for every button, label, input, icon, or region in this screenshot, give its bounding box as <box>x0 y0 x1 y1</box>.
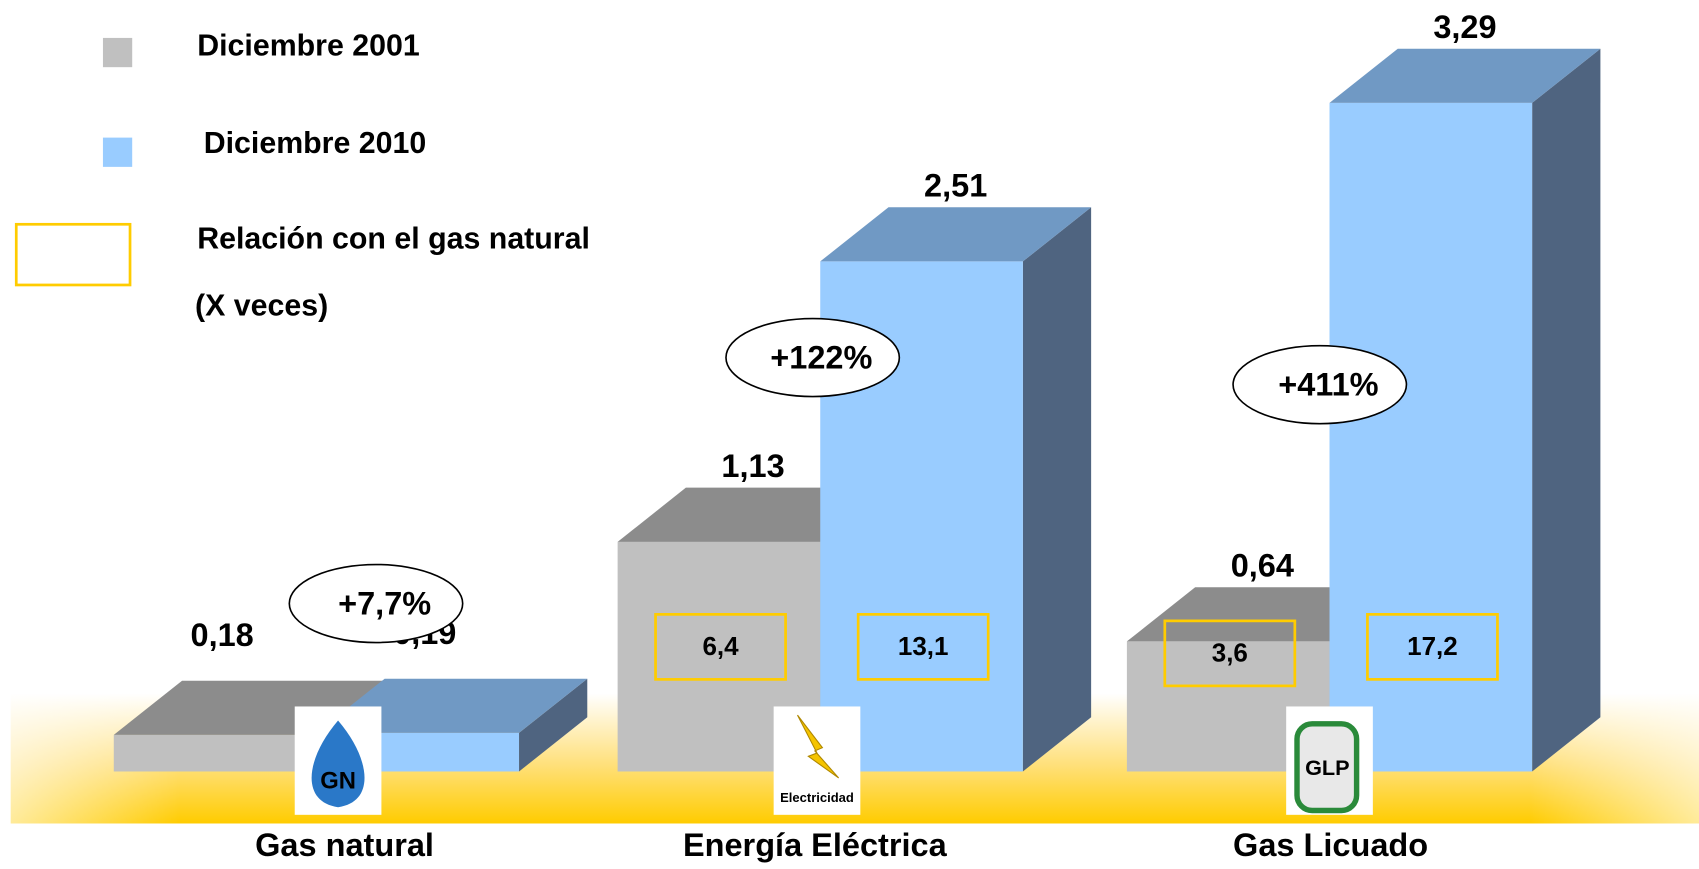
ratio-label: 3,6 <box>1212 637 1248 667</box>
change-label: +7,7% <box>338 585 431 621</box>
value-label: 0,18 <box>190 617 253 653</box>
change-label: +411% <box>1278 366 1378 402</box>
bar-side <box>1022 207 1092 772</box>
value-label: 0,64 <box>1231 547 1294 583</box>
legend-swatch <box>102 137 133 167</box>
ratio-box <box>856 613 990 681</box>
change-bubble <box>725 317 901 398</box>
legend-label: Relación con el gas natural <box>197 223 590 256</box>
ratio-label: 13,1 <box>898 631 949 661</box>
ratio-label: 6,4 <box>702 631 739 661</box>
bar <box>113 734 317 772</box>
bar-top <box>1329 48 1601 103</box>
icon-label: Electricidad <box>780 790 854 805</box>
icon-flame <box>311 720 365 808</box>
bar-top <box>820 207 1092 262</box>
bar-top <box>316 678 588 733</box>
ratio-box <box>1163 619 1297 688</box>
legend-label: (X veces) <box>195 290 328 323</box>
change-bubble <box>288 563 464 644</box>
x-tick-label: Energía Eléctrica <box>683 827 948 863</box>
legend-box <box>14 222 132 287</box>
value-label: 1,13 <box>721 448 784 484</box>
legend-swatch <box>102 37 133 68</box>
x-tick-label: Gas natural <box>255 827 434 863</box>
bar-side <box>519 678 588 772</box>
ratio-label: 17,2 <box>1407 631 1458 661</box>
legend-label: Diciembre 2010 <box>204 127 427 160</box>
bar-side <box>1532 48 1601 772</box>
icon-label: GLP <box>1305 755 1350 780</box>
bar <box>1329 102 1533 772</box>
icon-tank <box>1294 721 1360 814</box>
ratio-box <box>654 613 787 681</box>
ratio-box <box>1366 613 1499 681</box>
value-label: 3,29 <box>1433 9 1496 45</box>
change-bubble <box>1232 344 1408 425</box>
icon-bolt <box>797 714 840 779</box>
change-label: +122% <box>770 339 872 375</box>
icon-label: GN <box>320 768 356 795</box>
x-tick-label: Gas Licuado <box>1233 827 1428 863</box>
legend-label: Diciembre 2001 <box>197 30 420 63</box>
value-label: 2,51 <box>924 167 987 203</box>
